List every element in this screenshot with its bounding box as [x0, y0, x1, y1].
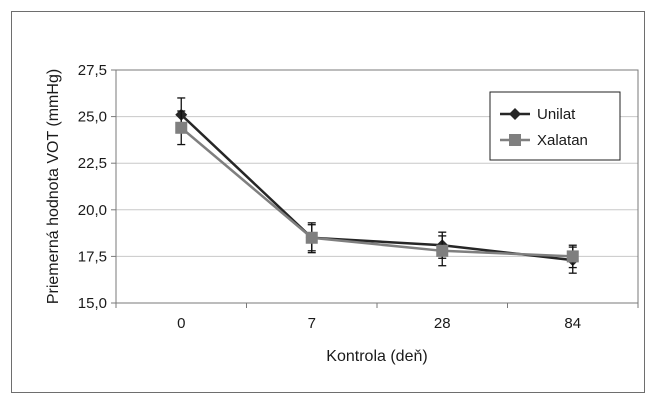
legend-item-unilat: Unilat	[500, 106, 576, 123]
legend: Unilat Xalatan	[489, 91, 621, 161]
y-axis-ticks: 15,0 17,5 20,0 22,5 25,0 27,5	[78, 62, 116, 312]
series-xalatan	[175, 110, 579, 269]
x-tick-label: 28	[434, 315, 451, 332]
data-point-xalatan	[436, 244, 449, 257]
series-layer	[175, 97, 579, 274]
legend-marker	[509, 108, 521, 120]
y-tick-label: 25,0	[78, 109, 107, 126]
series-line-xalatan	[180, 126, 573, 258]
chart-frame: 15,0 17,5 20,0 22,5 25,0 27,5 0 7 28 84 Priemern…	[11, 11, 645, 393]
legend-marker	[509, 134, 521, 146]
y-axis-label: Priemerná hodnota VOT (mmHg)	[45, 69, 62, 304]
y-tick-label: 15,0	[78, 295, 107, 312]
x-axis-label: Kontrola (deň)	[326, 348, 427, 365]
x-tick-label: 0	[177, 315, 185, 332]
legend-item-xalatan: Xalatan	[500, 132, 588, 149]
y-tick-label: 17,5	[78, 248, 107, 265]
line-chart: 15,0 17,5 20,0 22,5 25,0 27,5 0 7 28 84 Priemern…	[45, 62, 639, 365]
legend-box	[489, 91, 621, 161]
legend-label: Unilat	[537, 106, 576, 123]
x-axis-ticks: 0 7 28 84	[115, 303, 639, 332]
legend-label: Xalatan	[537, 132, 588, 149]
data-point-xalatan	[566, 250, 579, 263]
x-tick-label: 7	[308, 315, 316, 332]
x-tick-label: 84	[564, 315, 581, 332]
data-point-xalatan	[305, 231, 318, 244]
y-tick-label: 27,5	[78, 62, 107, 79]
y-tick-label: 20,0	[78, 202, 107, 219]
y-tick-label: 22,5	[78, 155, 107, 172]
data-point-xalatan	[175, 121, 188, 134]
